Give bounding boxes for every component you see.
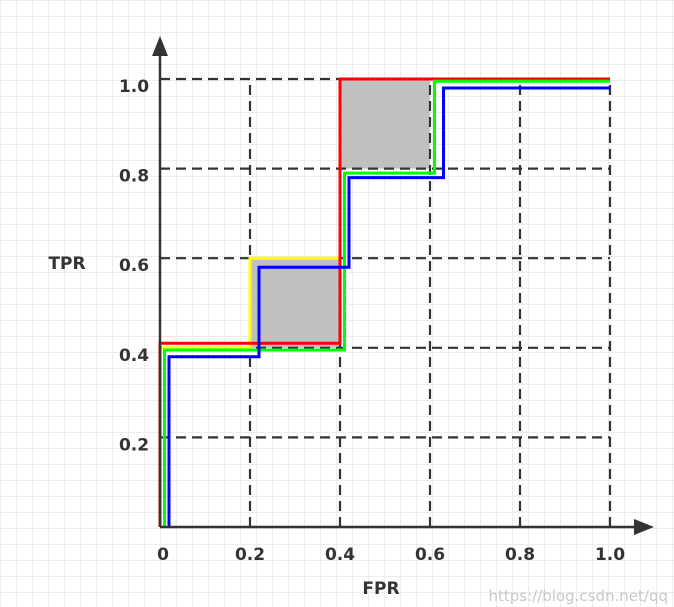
x-tick-label: 1.0 [595, 545, 625, 565]
x-tick-label: 0.6 [415, 545, 445, 565]
x-tick-labels: 0 0.2 0.4 0.6 0.8 1.0 [157, 545, 625, 565]
y-tick-label: 0.4 [119, 346, 149, 366]
y-axis-arrow [152, 36, 168, 56]
y-axis-title: TPR [48, 254, 85, 274]
x-tick-label: 0.4 [325, 545, 355, 565]
shaded-region-1 [250, 258, 340, 348]
y-tick-label: 1.0 [119, 77, 149, 97]
x-tick-label: 0.2 [235, 545, 265, 565]
shaded-region-2 [340, 79, 430, 169]
y-tick-label: 0.2 [119, 435, 149, 455]
x-axis-arrow [634, 519, 654, 535]
y-tick-label: 0.6 [119, 256, 149, 276]
x-tick-label: 0 [157, 545, 169, 565]
x-axis-title: FPR [362, 579, 399, 599]
roc-curve-3 [163, 79, 610, 527]
axes [152, 36, 654, 535]
x-tick-label: 0.8 [505, 545, 535, 565]
watermark: https://blog.csdn.net/qq [488, 587, 669, 605]
y-tick-label: 0.8 [119, 167, 149, 187]
y-tick-labels: 0.2 0.4 0.6 0.8 1.0 [119, 77, 149, 455]
roc-curve-4 [167, 86, 610, 527]
shaded-regions [250, 79, 430, 348]
